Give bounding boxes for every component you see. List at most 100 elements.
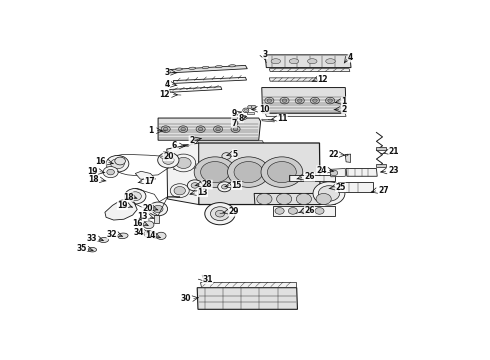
Text: 2: 2 <box>189 136 194 145</box>
Circle shape <box>178 126 188 132</box>
Text: 35: 35 <box>77 244 87 253</box>
Text: 11: 11 <box>277 114 288 123</box>
Polygon shape <box>105 198 137 220</box>
Text: 6: 6 <box>172 141 177 150</box>
Circle shape <box>200 162 229 183</box>
Circle shape <box>198 127 203 131</box>
Circle shape <box>174 186 185 195</box>
Text: 4: 4 <box>348 53 353 62</box>
Circle shape <box>205 203 235 225</box>
Circle shape <box>211 207 229 221</box>
Circle shape <box>156 232 166 239</box>
Circle shape <box>313 182 345 205</box>
Circle shape <box>122 201 136 210</box>
Text: 9: 9 <box>231 109 237 118</box>
Circle shape <box>267 99 271 102</box>
Polygon shape <box>270 69 350 72</box>
Text: 12: 12 <box>159 90 170 99</box>
Polygon shape <box>197 288 297 309</box>
Polygon shape <box>183 144 194 148</box>
Text: 5: 5 <box>232 150 237 158</box>
Ellipse shape <box>118 233 128 239</box>
Text: 15: 15 <box>231 181 242 190</box>
Circle shape <box>222 153 231 159</box>
Ellipse shape <box>175 68 182 70</box>
Circle shape <box>316 193 331 204</box>
Circle shape <box>125 203 133 208</box>
Ellipse shape <box>326 59 335 64</box>
Circle shape <box>163 156 174 164</box>
Text: 22: 22 <box>328 150 339 159</box>
Text: 23: 23 <box>389 166 399 175</box>
Circle shape <box>216 210 224 217</box>
Circle shape <box>103 167 118 177</box>
Circle shape <box>172 154 196 172</box>
Text: 12: 12 <box>318 75 328 84</box>
Polygon shape <box>170 66 247 73</box>
Text: 33: 33 <box>87 234 98 243</box>
Ellipse shape <box>271 59 281 64</box>
Circle shape <box>251 105 256 109</box>
Polygon shape <box>262 87 346 113</box>
Circle shape <box>330 170 338 176</box>
Ellipse shape <box>202 66 209 68</box>
Text: 20: 20 <box>163 152 173 161</box>
Circle shape <box>176 157 191 168</box>
Polygon shape <box>246 112 254 114</box>
Text: 32: 32 <box>107 230 118 239</box>
Text: 24: 24 <box>317 166 327 175</box>
Polygon shape <box>262 119 274 122</box>
Circle shape <box>276 193 292 204</box>
Circle shape <box>111 159 124 169</box>
Polygon shape <box>158 118 261 140</box>
Text: 3: 3 <box>263 50 268 59</box>
Circle shape <box>280 97 289 104</box>
Circle shape <box>282 99 287 102</box>
Circle shape <box>181 127 185 131</box>
Circle shape <box>315 208 324 214</box>
Circle shape <box>318 186 340 201</box>
Text: 16: 16 <box>96 157 106 166</box>
Text: 18: 18 <box>123 193 133 202</box>
Circle shape <box>163 127 168 131</box>
Circle shape <box>107 169 115 175</box>
Ellipse shape <box>88 247 97 252</box>
Text: 25: 25 <box>336 183 346 192</box>
Text: 19: 19 <box>117 201 128 210</box>
Circle shape <box>115 157 125 165</box>
Circle shape <box>153 205 163 212</box>
Polygon shape <box>265 55 351 68</box>
Text: 2: 2 <box>342 105 347 114</box>
Text: 34: 34 <box>134 228 144 237</box>
Circle shape <box>275 208 284 214</box>
Polygon shape <box>345 154 351 162</box>
Circle shape <box>227 157 270 187</box>
Circle shape <box>233 127 238 131</box>
Circle shape <box>234 162 263 183</box>
Circle shape <box>196 126 205 132</box>
Text: 21: 21 <box>389 147 399 156</box>
Circle shape <box>328 99 332 102</box>
Circle shape <box>143 221 154 229</box>
Circle shape <box>242 116 247 120</box>
Circle shape <box>313 99 317 102</box>
Text: 7: 7 <box>231 118 237 127</box>
Circle shape <box>106 156 129 172</box>
Circle shape <box>295 97 304 104</box>
Text: 17: 17 <box>144 177 155 186</box>
Polygon shape <box>289 175 335 181</box>
Ellipse shape <box>216 66 222 68</box>
Circle shape <box>191 183 199 188</box>
Polygon shape <box>200 282 296 287</box>
Text: 26: 26 <box>304 206 315 215</box>
Text: 4: 4 <box>164 80 170 89</box>
Circle shape <box>214 126 222 132</box>
Circle shape <box>296 193 312 204</box>
Text: 18: 18 <box>88 175 98 184</box>
Text: 13: 13 <box>137 212 148 221</box>
Circle shape <box>129 192 142 201</box>
Text: 14: 14 <box>145 231 155 240</box>
Circle shape <box>302 208 311 214</box>
Text: 13: 13 <box>197 188 208 197</box>
Text: 16: 16 <box>132 219 143 228</box>
